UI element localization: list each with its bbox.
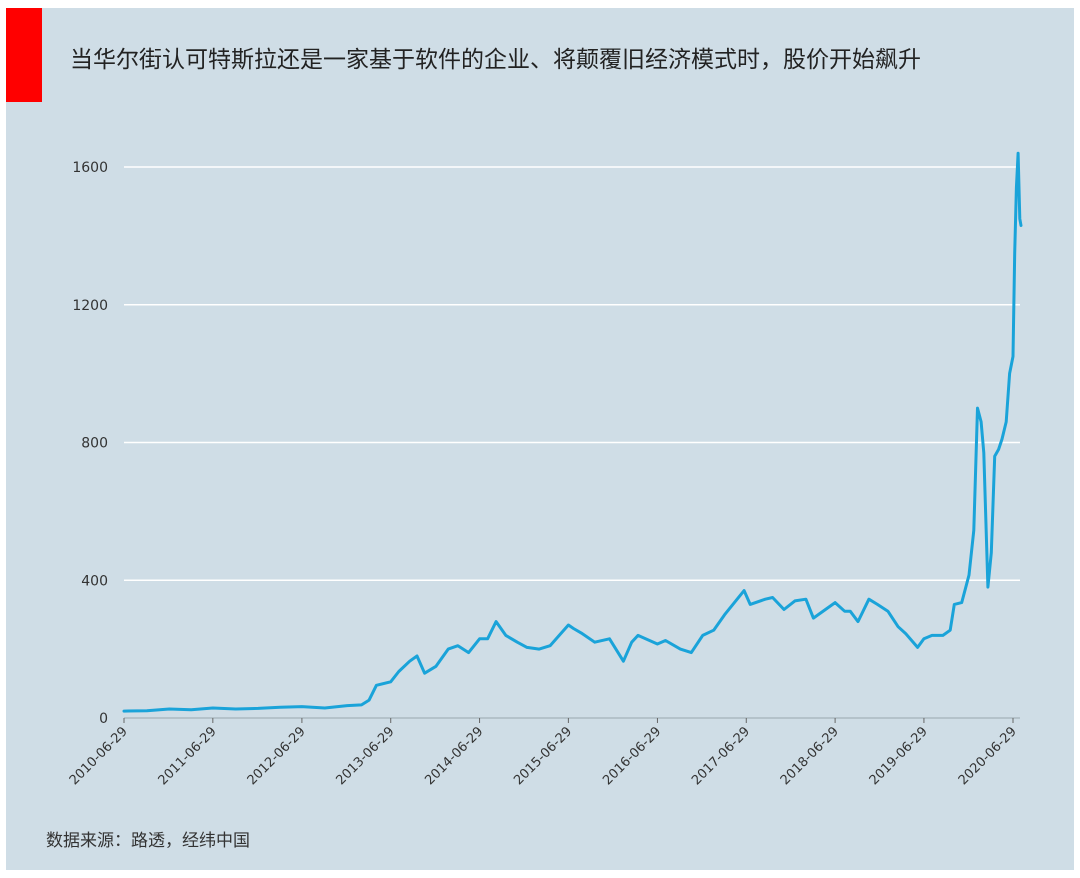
x-axis: 2010-06-29 2011-06-29 2012-06-29 2013-06-29… [67,717,1020,788]
y-tick-label: 400 [81,573,108,589]
x-tick-label: 2016-06-29 [600,724,664,788]
x-tick-label: 2011-06-29 [156,724,220,788]
y-axis: 0 400 800 1200 1600 [72,160,108,727]
x-tick-label: 2020-06-29 [956,724,1020,788]
source-note: 数据来源：路透，经纬中国 [46,831,250,851]
y-tick-label: 1600 [72,160,108,176]
y-tick-label: 0 [99,711,108,727]
x-tick-label: 2015-06-29 [511,724,575,788]
x-tick-label: 2014-06-29 [422,724,486,788]
grid-lines [124,166,1020,581]
x-tick-label: 2019-06-29 [867,724,931,788]
series-line [122,151,1023,713]
x-tick-label: 2013-06-29 [334,724,398,788]
red-accent-bar [6,8,42,102]
series-layer [122,151,1023,713]
y-tick-label: 1200 [72,298,108,314]
y-tick-label: 800 [81,436,108,452]
chart-title: 当华尔街认可特斯拉还是一家基于软件的企业、将颠覆旧经济模式时，股价开始飙升 [70,47,921,73]
x-tick-label: 2018-06-29 [778,724,842,788]
chart-panel [6,8,1074,870]
x-tick-label: 2012-06-29 [245,724,309,788]
x-tick-label: 2017-06-29 [689,724,753,788]
x-tick-label: 2010-06-29 [67,724,131,788]
